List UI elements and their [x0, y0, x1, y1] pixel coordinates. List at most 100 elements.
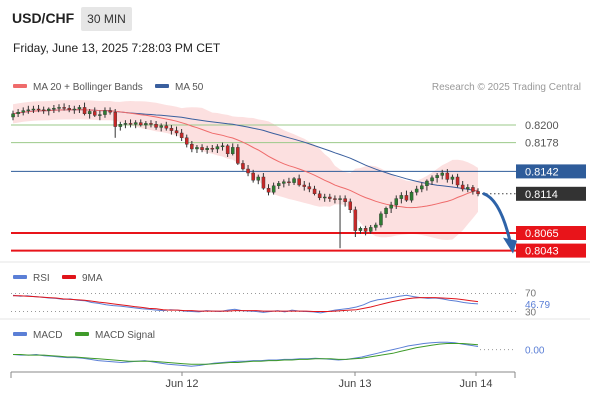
candle-body	[277, 183, 281, 186]
candle-body	[323, 196, 327, 199]
candle-body	[471, 187, 475, 192]
candle	[154, 121, 158, 130]
candle-body	[184, 137, 189, 145]
projection-arrow-head	[503, 237, 517, 254]
candle-body	[399, 195, 404, 199]
rsi-legend-swatch	[13, 275, 27, 279]
candle-body	[246, 168, 250, 174]
projection-arrow	[482, 192, 517, 254]
candle-body	[200, 147, 204, 150]
candle-body	[138, 122, 143, 126]
candle-body	[72, 108, 77, 111]
candle-body	[317, 193, 322, 199]
candle	[195, 145, 199, 153]
candle	[200, 144, 204, 153]
timeframe-button[interactable]: 30 MIN	[81, 7, 132, 31]
candle-body	[118, 123, 123, 127]
time-axis: Jun 12 Jun 13 Jun 14	[10, 371, 516, 390]
candle	[225, 144, 230, 157]
candle	[261, 173, 266, 190]
candle	[159, 123, 163, 132]
candle	[266, 184, 271, 196]
candle-body	[445, 172, 450, 180]
candle-body	[220, 145, 225, 148]
candle	[118, 121, 123, 131]
candle	[174, 126, 179, 137]
candle	[236, 144, 240, 165]
candle-body	[154, 123, 158, 128]
price-level-label: 0.8200	[525, 120, 559, 132]
rsi-legend-label: RSI	[33, 273, 50, 284]
candle	[430, 175, 434, 185]
price-level-labels: 0.8200 0.8178 0.8142 0.8114 0.8065 0.8043	[516, 120, 586, 258]
candle-body	[256, 176, 261, 181]
macd-series-line	[13, 343, 479, 365]
candle	[220, 142, 225, 151]
chart-datetime: Friday, June 13, 2025 7:28:03 PM CET	[13, 41, 221, 55]
candle	[128, 119, 133, 128]
candle-body	[41, 109, 46, 112]
candle-body	[379, 213, 383, 226]
candle-body	[57, 107, 61, 109]
macd-tick-label: 0.00	[525, 346, 545, 357]
candle-body	[287, 181, 291, 184]
macd-legend: MACD MACD Signal	[13, 330, 155, 341]
candle	[144, 121, 148, 129]
candle-body	[414, 188, 419, 193]
candle	[287, 177, 291, 186]
candle	[297, 174, 301, 187]
candle-body	[108, 110, 112, 113]
price-level-box	[516, 164, 586, 179]
candle-body	[190, 143, 194, 150]
candle-body	[225, 145, 230, 155]
price-level-label: 0.8114	[525, 189, 558, 201]
candle	[103, 107, 107, 118]
candle	[363, 225, 368, 236]
candle-body	[328, 196, 332, 199]
candle	[77, 105, 82, 113]
candle	[343, 195, 347, 207]
candle	[26, 105, 31, 114]
candle	[399, 192, 404, 204]
candle-body	[374, 224, 378, 228]
candle	[414, 185, 419, 196]
candle	[450, 174, 455, 185]
rsi-last-value: 46.79	[525, 300, 550, 311]
candle	[210, 145, 215, 153]
candle-body	[169, 127, 174, 131]
candle	[11, 110, 15, 121]
candle-body	[282, 181, 286, 184]
candle	[87, 109, 92, 119]
ma50-legend-label: MA 50	[175, 82, 204, 93]
candle-body	[404, 195, 409, 201]
candle	[62, 103, 66, 111]
candle	[241, 160, 245, 171]
candle	[72, 105, 77, 114]
candle-body	[164, 125, 169, 129]
candle	[435, 173, 439, 183]
candle	[215, 144, 220, 153]
candle	[184, 134, 189, 148]
candle-body	[113, 111, 117, 127]
candle-body	[435, 175, 439, 178]
rsi-tick-label: 70	[525, 289, 537, 300]
candle-body	[36, 108, 41, 111]
candle-body	[195, 147, 199, 150]
candle-body	[338, 198, 342, 200]
candle	[277, 181, 281, 189]
macd-series-line	[12, 341, 479, 367]
candle-body	[420, 185, 424, 190]
price-level-box	[516, 226, 586, 240]
candle	[353, 206, 358, 237]
price-level-label: 0.8178	[525, 138, 559, 150]
candle-body	[144, 123, 148, 126]
candle	[312, 185, 317, 196]
candle	[476, 188, 480, 197]
candle-body	[409, 191, 414, 201]
candle	[133, 120, 138, 129]
candle-body	[47, 108, 51, 111]
candle-body	[67, 107, 71, 110]
candle-body	[450, 176, 455, 180]
candle-body	[31, 108, 36, 111]
